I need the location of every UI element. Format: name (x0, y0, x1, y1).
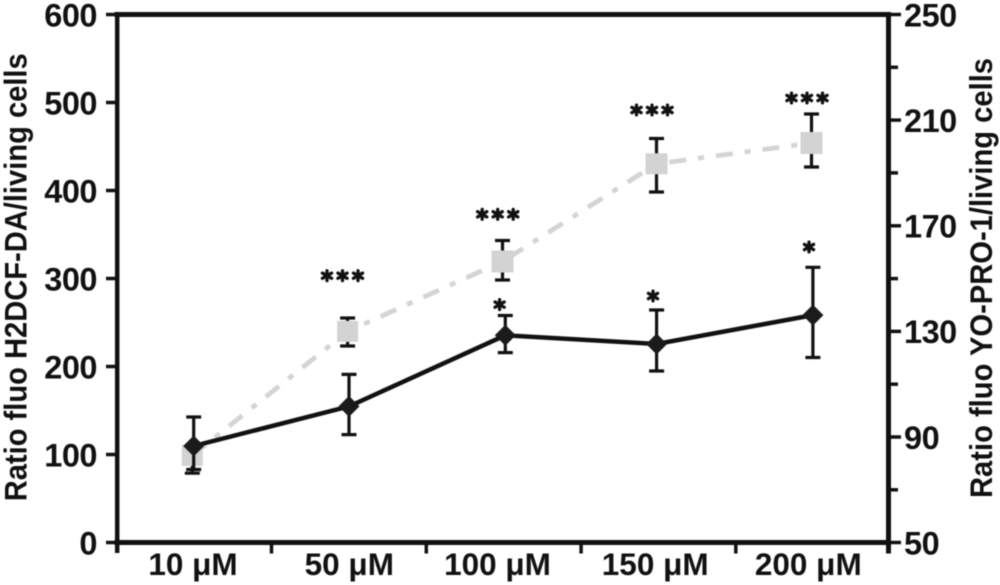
svg-text:50: 50 (904, 525, 939, 561)
svg-text:Ratio fluo YO-PRO-1/living cel: Ratio fluo YO-PRO-1/living cells (963, 58, 999, 498)
svg-text:50 μM: 50 μM (305, 546, 394, 582)
svg-text:90: 90 (904, 420, 939, 456)
svg-text:600: 600 (44, 0, 97, 33)
svg-text:100 μM: 100 μM (444, 546, 551, 582)
svg-text:150 μM: 150 μM (602, 546, 709, 582)
svg-text:170: 170 (904, 209, 957, 245)
svg-text:300: 300 (44, 261, 97, 297)
svg-text:210: 210 (904, 103, 957, 139)
svg-text:100: 100 (44, 437, 97, 473)
svg-text:250: 250 (904, 0, 957, 33)
svg-text:10 μM: 10 μM (148, 546, 237, 582)
svg-text:500: 500 (44, 85, 97, 121)
svg-text:400: 400 (44, 173, 97, 209)
svg-text:200: 200 (44, 349, 97, 385)
svg-text:200 μM: 200 μM (755, 546, 862, 582)
svg-text:Ratio fluo H2DCF-DA/living cel: Ratio fluo H2DCF-DA/living cells (0, 53, 34, 501)
svg-text:0: 0 (79, 525, 97, 561)
svg-text:130: 130 (904, 314, 957, 350)
